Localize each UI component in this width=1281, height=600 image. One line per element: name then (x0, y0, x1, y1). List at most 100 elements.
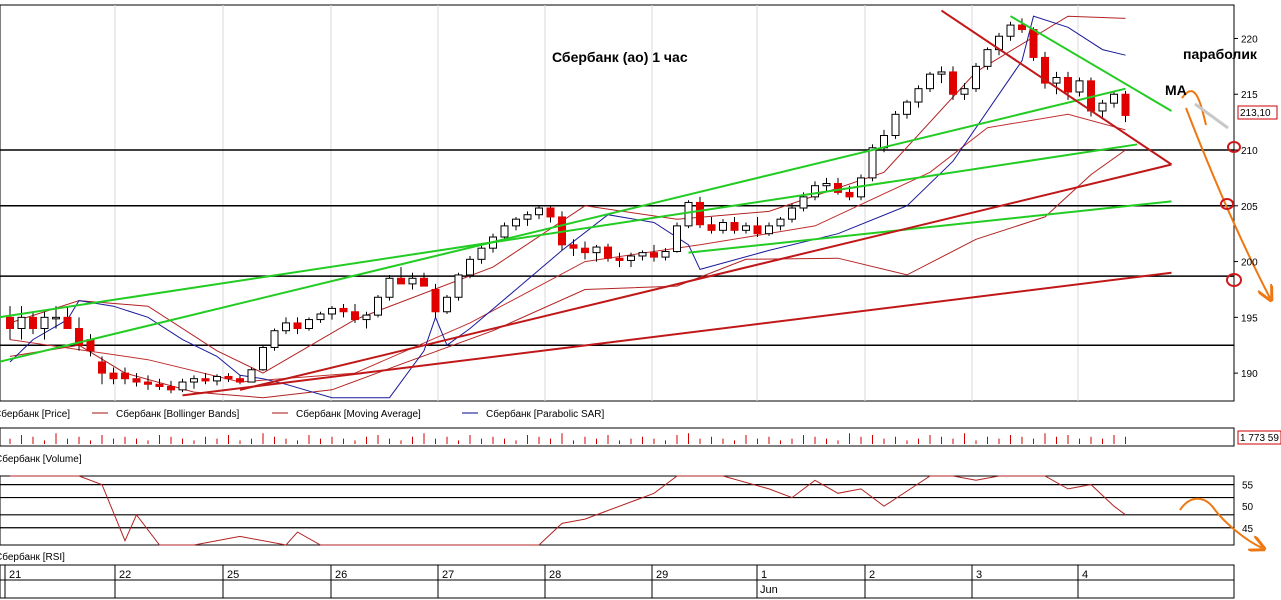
candle-body (834, 182, 842, 193)
legend-label: Сбербанк [Price] (0, 408, 70, 420)
trendline (182, 271, 1172, 397)
candle-body (259, 346, 267, 371)
candle-body (362, 314, 371, 321)
price-tick-label: 215 (1241, 90, 1258, 101)
candle-body (696, 201, 704, 226)
candle-body (661, 251, 670, 258)
candle-body (305, 319, 313, 329)
date-label: 26 (335, 569, 347, 581)
candle-body (868, 147, 877, 179)
candle-body (17, 316, 26, 329)
price-panel (0, 4, 1235, 402)
candle-body (109, 372, 118, 380)
price-axis: 220 215 210 205 200 195 190 (1234, 34, 1258, 380)
trendline (239, 163, 1172, 391)
candle-body (201, 378, 210, 382)
candle-body (1064, 77, 1072, 93)
volume-bars (9, 433, 1126, 444)
candle-body (408, 277, 417, 285)
candle-body (742, 225, 750, 231)
candle-body (1041, 56, 1049, 84)
candle-body (535, 207, 543, 216)
candle-body (512, 218, 520, 227)
date-axis-panel (0, 564, 1235, 599)
candle-body (546, 207, 555, 218)
candle-body (1075, 80, 1084, 93)
date-label: 2 (869, 569, 875, 581)
rsi-label: Сбербанк [RSI] (0, 551, 65, 563)
candle-body (420, 277, 428, 287)
candle-body (316, 313, 325, 321)
rsi-line (10, 475, 1126, 546)
candle-body (29, 316, 37, 329)
price-tick-label: 200 (1241, 258, 1258, 269)
candle-body (431, 288, 440, 313)
candle-body (1110, 93, 1118, 104)
legend-label: Сбербанк [Bollinger Bands] (116, 408, 240, 420)
trendline (688, 200, 1172, 254)
candle-body (190, 378, 198, 383)
candle-body (339, 307, 348, 313)
candle-body (144, 381, 152, 385)
candle-body (627, 255, 635, 261)
month-label: Jun (760, 584, 778, 596)
candle-body (845, 191, 854, 198)
forecast-drawings (1181, 90, 1270, 298)
candle-body (581, 247, 589, 254)
candle-body (1121, 93, 1130, 116)
chart-title: Сбербанк (ао) 1 час (552, 49, 688, 65)
candle-body (40, 316, 49, 329)
candle-body (719, 222, 727, 231)
candle-body (1029, 29, 1038, 58)
candle-body (374, 296, 382, 316)
candle-body (1006, 24, 1015, 37)
candle-body (891, 113, 900, 137)
candle-body (822, 182, 831, 187)
candle-body (282, 322, 290, 332)
candle-body (615, 257, 624, 261)
candle-body (753, 225, 762, 235)
date-label: 1 (761, 569, 767, 581)
volume-label: Сбербанк [Volume] (0, 453, 82, 465)
legend: Сбербанк [Price] Сбербанк [Bollinger Band… (0, 408, 605, 420)
candle-body (63, 316, 72, 329)
date-label: 25 (227, 569, 239, 581)
candle-body (224, 375, 233, 380)
date-label: 21 (9, 569, 21, 581)
legend-label: Сбербанк [Moving Average] (296, 408, 421, 420)
candle-body (385, 277, 394, 298)
price-candles (6, 18, 1130, 394)
trendline (0, 143, 1138, 319)
candle-body (914, 88, 923, 103)
price-tick-label: 210 (1241, 146, 1258, 157)
date-label: 29 (656, 569, 668, 581)
parabolic-sar (9, 15, 1126, 399)
candle-body (592, 246, 601, 254)
candle-body (52, 316, 60, 320)
candle-body (454, 274, 463, 298)
trendline (0, 87, 1126, 363)
candle-body (765, 225, 773, 235)
candle-body (776, 218, 785, 227)
candle-body (788, 207, 796, 220)
price-tick-label: 195 (1241, 313, 1258, 324)
candle-body (707, 224, 716, 231)
candle-body (799, 196, 808, 209)
horizontal-levels (0, 149, 1234, 346)
candle-body (132, 378, 141, 383)
candle-body (604, 246, 612, 259)
price-tick-label: 205 (1241, 202, 1258, 213)
candle-body (500, 225, 509, 238)
candle-body (247, 369, 256, 383)
rsi-series (10, 475, 1126, 546)
trendlines (0, 9, 1173, 397)
trendline (1009, 15, 1173, 112)
candle-body (477, 247, 486, 260)
candle-body (673, 225, 681, 253)
volume-last-marker: 1 773 59 (1237, 430, 1281, 445)
candle-body (178, 381, 187, 391)
candle-body (121, 372, 129, 380)
candle-body (397, 277, 405, 285)
last-price-label: 213,10 (1240, 108, 1271, 119)
rsi-tick-label: 55 (1242, 481, 1254, 492)
